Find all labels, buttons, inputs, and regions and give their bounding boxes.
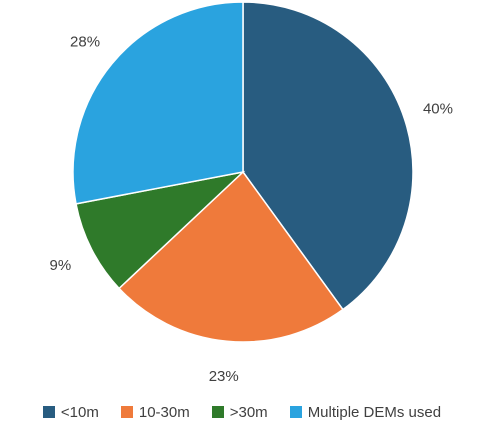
legend-label: >30m	[229, 403, 268, 421]
legend-item-gt30m: >30m	[211, 403, 268, 421]
value-label-gt30m: 9%	[49, 257, 71, 274]
value-label-multiple-dems: 28%	[70, 33, 100, 50]
legend-label: <10m	[60, 403, 99, 421]
legend-item-lt10m: <10m	[42, 403, 99, 421]
legend-label: 10-30m	[138, 403, 190, 421]
pie-slices	[72, 1, 414, 343]
pie-value-labels: 40% 23% 9% 28%	[49, 33, 452, 385]
legend-swatch	[289, 406, 302, 418]
legend: <10m 10-30m >30m Multiple DEMs used	[0, 400, 484, 424]
pie-slice-multiple-dems	[72, 1, 244, 205]
legend-swatch	[120, 406, 133, 418]
legend-item-multiple-dems: Multiple DEMs used	[289, 403, 442, 421]
legend-label: Multiple DEMs used	[307, 403, 442, 421]
value-label-10-30m: 23%	[209, 368, 239, 385]
pie-slice-gt30m	[75, 170, 246, 290]
legend-swatch	[211, 406, 224, 418]
legend-swatch	[42, 406, 55, 418]
pie-slice-10-30m	[118, 170, 344, 343]
value-label-lt10m: 40%	[423, 101, 453, 118]
pie-slice-lt10m	[242, 1, 414, 311]
legend-item-10-30m: 10-30m	[120, 403, 190, 421]
